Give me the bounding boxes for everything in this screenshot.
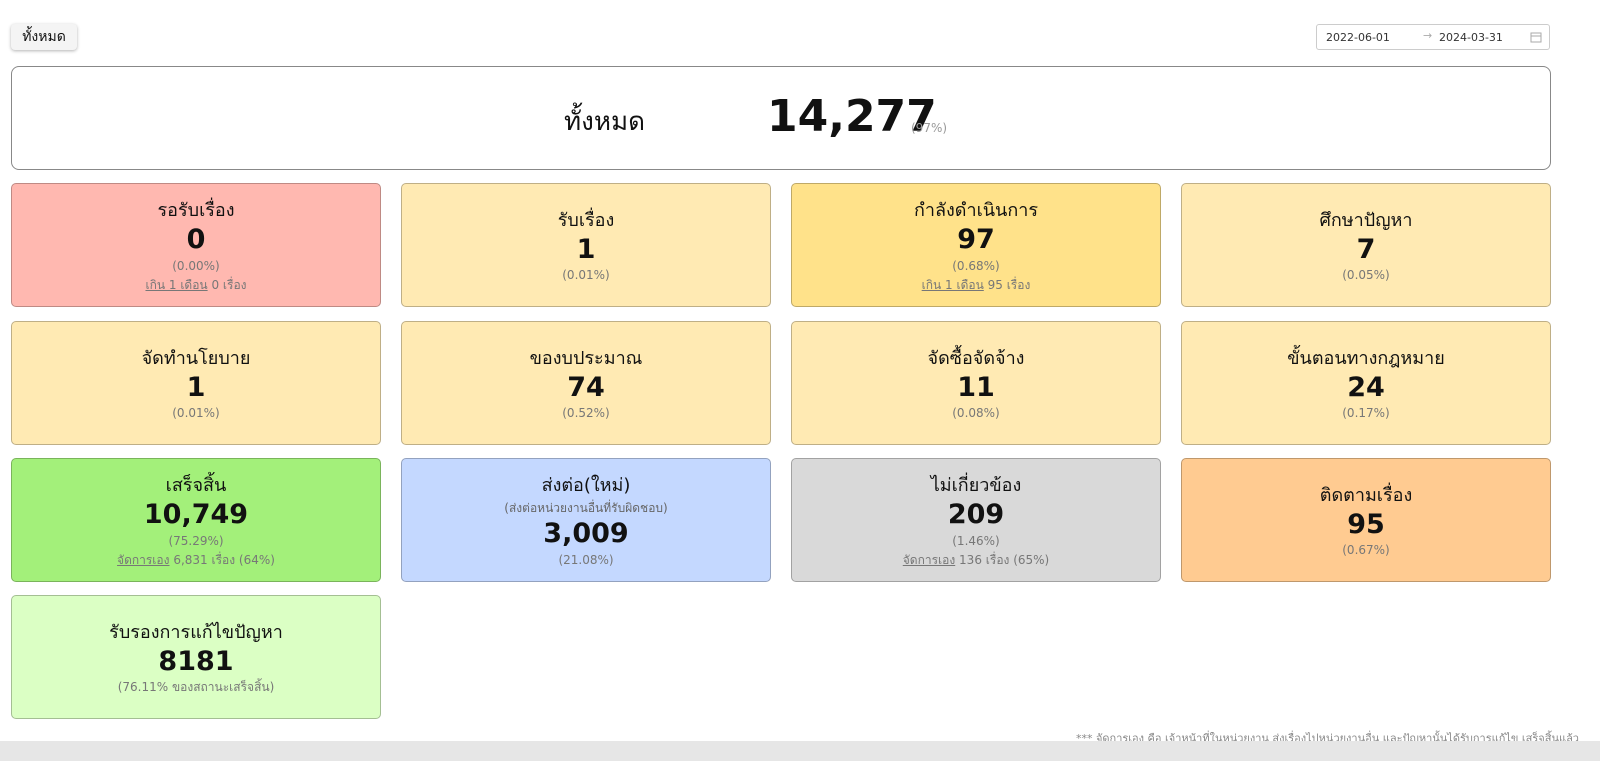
card-percent: (21.08%) — [558, 552, 614, 567]
status-card[interactable]: ขั้นตอนทางกฎหมาย 24 (0.17%) — [1181, 321, 1551, 445]
card-percent: (0.52%) — [562, 406, 610, 421]
status-card[interactable]: จัดทำนโยบาย 1 (0.01%) — [11, 321, 381, 445]
card-percent: (0.05%) — [1342, 268, 1390, 283]
note-text: 0 เรื่อง — [211, 277, 247, 292]
note-text: 136 เรื่อง (65%) — [959, 552, 1050, 567]
card-title: จัดทำนโยบาย — [141, 347, 251, 369]
card-value: 3,009 — [543, 518, 629, 550]
scrollbar[interactable] — [0, 741, 1600, 761]
status-card[interactable]: ของบประมาณ 74 (0.52%) — [401, 321, 771, 445]
card-subtitle: (ส่งต่อหน่วยงานอื่นที่รับผิดชอบ) — [504, 501, 668, 516]
card-percent: (0.01%) — [172, 406, 220, 421]
card-value: 7 — [1356, 233, 1376, 265]
status-card[interactable]: ไม่เกี่ยวข้อง 209 (1.46%) จัดการเอง 136 เรื… — [791, 458, 1161, 582]
card-percent: (0.17%) — [1342, 406, 1390, 421]
date-end[interactable]: 2024-03-31 — [1439, 31, 1503, 44]
card-value: 209 — [947, 499, 1005, 531]
status-card[interactable]: ส่งต่อ(ใหม่) (ส่งต่อหน่วยงานอื่นที่รับผิด… — [401, 458, 771, 582]
card-percent: (75.29%) — [168, 533, 224, 548]
card-title: ติดตามเรื่อง — [1319, 484, 1413, 506]
card-title: รับรองการแก้ไขปัญหา — [109, 621, 283, 643]
card-note: จัดการเอง 6,831 เรื่อง (64%) — [117, 551, 275, 570]
note-link[interactable]: เกิน 1 เดือน — [145, 277, 208, 292]
card-title: ศึกษาปัญหา — [1319, 209, 1413, 231]
card-value: 95 — [1347, 508, 1385, 540]
total-percent: (97%) — [911, 121, 948, 135]
card-percent: (0.67%) — [1342, 543, 1390, 558]
status-card[interactable]: รับรองการแก้ไขปัญหา 8181 (76.11% ของสถานะเ… — [11, 595, 381, 719]
card-title: จัดซื้อจัดจ้าง — [927, 347, 1025, 369]
card-title: รับเรื่อง — [557, 209, 615, 231]
card-title: ขั้นตอนทางกฎหมาย — [1287, 347, 1445, 369]
card-percent: (0.08%) — [952, 406, 1000, 421]
range-arrow: → — [1423, 29, 1433, 42]
card-value: 0 — [186, 224, 206, 256]
total-card: ทั้งหมด 14,277 (97%) — [11, 66, 1551, 170]
card-note: เกิน 1 เดือน 0 เรื่อง — [145, 276, 246, 295]
all-button[interactable]: ทั้งหมด — [11, 24, 77, 50]
note-link[interactable]: จัดการเอง — [902, 552, 956, 567]
card-title: ของบประมาณ — [529, 347, 643, 369]
card-title: เสร็จสิ้น — [165, 475, 227, 497]
note-text: 6,831 เรื่อง (64%) — [173, 552, 275, 567]
card-title: ส่งต่อ(ใหม่) — [541, 475, 631, 497]
card-value: 97 — [957, 224, 995, 256]
card-title: กำลังดำเนินการ — [913, 200, 1039, 222]
card-percent: (76.11% ของสถานะเสร็จสิ้น) — [117, 680, 275, 695]
total-label: ทั้งหมด — [564, 107, 645, 137]
card-title: ไม่เกี่ยวข้อง — [930, 475, 1022, 497]
status-card[interactable]: ศึกษาปัญหา 7 (0.05%) — [1181, 183, 1551, 307]
card-percent: (0.68%) — [952, 258, 1000, 273]
calendar-icon — [1530, 32, 1542, 43]
card-percent: (1.46%) — [952, 533, 1000, 548]
card-value: 1 — [186, 371, 206, 403]
status-card[interactable]: กำลังดำเนินการ 97 (0.68%) เกิน 1 เดือน 95 เ… — [791, 183, 1161, 307]
card-value: 10,749 — [143, 499, 249, 531]
total-value: 14,277 — [767, 91, 937, 142]
note-link[interactable]: จัดการเอง — [117, 552, 170, 567]
card-value: 74 — [567, 371, 605, 403]
status-card[interactable]: เสร็จสิ้น 10,749 (75.29%) จัดการเอง 6,831 เ… — [11, 458, 381, 582]
card-value: 8181 — [158, 645, 234, 677]
card-percent: (0.00%) — [172, 258, 220, 273]
note-link[interactable]: เกิน 1 เดือน — [921, 277, 984, 292]
card-note: เกิน 1 เดือน 95 เรื่อง — [922, 276, 1031, 295]
status-card[interactable]: รับเรื่อง 1 (0.01%) — [401, 183, 771, 307]
status-card[interactable]: รอรับเรื่อง 0 (0.00%) เกิน 1 เดือน 0 เรื่อง — [11, 183, 381, 307]
card-percent: (0.01%) — [562, 268, 610, 283]
status-card[interactable]: ติดตามเรื่อง 95 (0.67%) — [1181, 458, 1551, 582]
date-start[interactable]: 2022-06-01 — [1326, 31, 1390, 44]
card-value: 11 — [957, 371, 995, 403]
card-title: รอรับเรื่อง — [157, 200, 235, 222]
status-card[interactable]: จัดซื้อจัดจ้าง 11 (0.08%) — [791, 321, 1161, 445]
card-value: 24 — [1347, 371, 1385, 403]
card-value: 1 — [576, 233, 596, 265]
note-text: 95 เรื่อง — [987, 277, 1031, 292]
date-range[interactable]: 2022-06-01 → 2024-03-31 — [1316, 24, 1550, 50]
card-note: จัดการเอง 136 เรื่อง (65%) — [903, 551, 1049, 570]
